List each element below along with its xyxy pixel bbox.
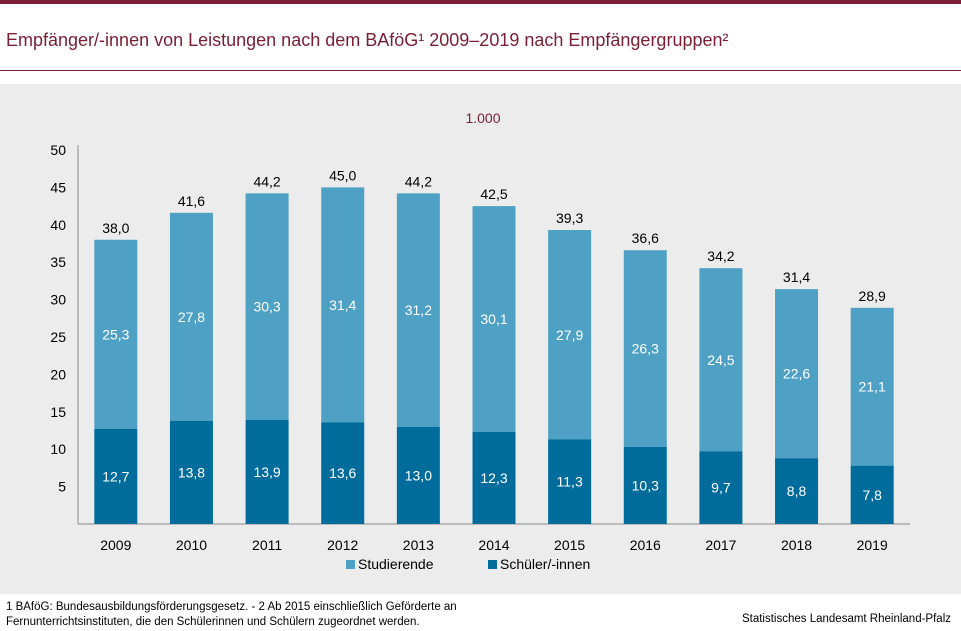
data-label-schueler: 12,3 (480, 470, 507, 486)
bar-schueler (548, 439, 592, 524)
data-label-total: 39,3 (556, 210, 583, 226)
data-label-schueler: 10,3 (632, 477, 659, 493)
x-tick-label: 2019 (857, 537, 888, 553)
data-label-studierende: 26,3 (632, 341, 659, 357)
x-tick-label: 2018 (781, 537, 812, 553)
title-rule (0, 70, 961, 71)
y-tick-label: 15 (50, 404, 66, 420)
y-tick-label: 45 (50, 179, 66, 195)
y-tick-label: 5 (58, 479, 66, 495)
data-label-schueler: 13,9 (253, 464, 280, 480)
bar-schueler (169, 420, 213, 524)
y-tick-label: 40 (50, 217, 66, 233)
data-label-studierende: 22,6 (783, 366, 810, 382)
data-label-total: 28,9 (859, 288, 886, 304)
y-tick-label: 20 (50, 366, 66, 382)
x-tick-label: 2011 (252, 537, 282, 553)
bar-studierende (548, 230, 592, 440)
bar-studierende (472, 206, 516, 432)
data-label-studierende: 30,3 (253, 299, 280, 315)
data-label-studierende: 21,1 (859, 379, 886, 395)
legend-swatch-studierende (346, 560, 355, 569)
data-label-total: 44,2 (405, 173, 432, 189)
data-label-schueler: 13,6 (329, 465, 356, 481)
data-label-schueler: 7,8 (862, 487, 882, 503)
x-tick-label: 2013 (403, 537, 434, 553)
bar-studierende (775, 289, 819, 459)
bar-studierende (94, 239, 138, 430)
x-tick-label: 2010 (176, 537, 207, 553)
legend-label-schueler: Schüler/-innen (500, 556, 590, 572)
data-label-studierende: 30,1 (480, 311, 507, 327)
data-label-studierende: 27,8 (178, 309, 205, 325)
y-tick-label: 35 (50, 254, 66, 270)
bar-studierende (169, 212, 213, 421)
data-label-studierende: 31,4 (329, 297, 356, 313)
data-label-total: 45,0 (329, 167, 356, 183)
data-label-total: 41,6 (178, 193, 205, 209)
bar-schueler (699, 451, 743, 524)
data-label-schueler: 12,7 (102, 469, 129, 485)
bar-studierende (850, 307, 894, 466)
bar-schueler (94, 429, 138, 524)
bar-schueler (472, 431, 516, 524)
x-tick-label: 2012 (327, 537, 358, 553)
page-title: Empfänger/-innen von Leistungen nach dem… (6, 30, 729, 50)
y-tick-label: 25 (50, 329, 66, 345)
bar-studierende (396, 193, 440, 427)
x-tick-label: 2016 (630, 537, 661, 553)
bar-studierende (321, 187, 365, 423)
data-label-total: 36,6 (632, 230, 659, 246)
bar-schueler (850, 465, 894, 524)
x-tick-label: 2017 (705, 537, 736, 553)
x-tick-label: 2014 (478, 537, 509, 553)
data-label-studierende: 25,3 (102, 326, 129, 342)
y-tick-label: 50 (50, 142, 66, 158)
data-label-total: 31,4 (783, 269, 810, 285)
legend-swatch-schueler (488, 560, 497, 569)
bar-schueler (321, 422, 365, 524)
data-label-studierende: 24,5 (707, 352, 734, 368)
bar-studierende (699, 268, 743, 452)
x-tick-label: 2015 (554, 537, 585, 553)
legend-label-studierende: Studierende (358, 556, 434, 572)
data-label-schueler: 13,0 (405, 467, 432, 483)
data-label-total: 38,0 (102, 220, 129, 236)
bar-studierende (623, 250, 667, 447)
data-label-studierende: 31,2 (405, 302, 432, 318)
bar-chart: 1.000 5 10 15 20 25 30 35 40 45 50 25,3 12,7 38,0 2009… (50, 110, 910, 572)
top-rule (0, 0, 961, 4)
x-tick-label: 2009 (100, 537, 131, 553)
y-tick-label: 10 (50, 441, 66, 457)
unit-label: 1.000 (465, 110, 500, 126)
data-label-total: 34,2 (707, 248, 734, 264)
data-label-total: 44,2 (253, 173, 280, 189)
data-label-schueler: 13,8 (178, 464, 205, 480)
bar-schueler (396, 426, 440, 524)
bar-schueler (623, 446, 667, 524)
y-tick-label: 30 (50, 292, 66, 308)
source-credit: Statistisches Landesamt Rheinland-Pfalz (741, 613, 951, 625)
data-label-schueler: 8,8 (787, 483, 807, 499)
data-label-studierende: 27,9 (556, 327, 583, 343)
data-label-total: 42,5 (480, 186, 507, 202)
bar-schueler (775, 458, 819, 524)
bar-studierende (245, 193, 289, 421)
footnote: 1 BAföG: Bundesausbildungsförderungsgese… (6, 601, 457, 628)
bar-schueler (245, 420, 289, 524)
data-label-schueler: 9,7 (711, 480, 731, 496)
data-label-schueler: 11,3 (557, 474, 583, 490)
